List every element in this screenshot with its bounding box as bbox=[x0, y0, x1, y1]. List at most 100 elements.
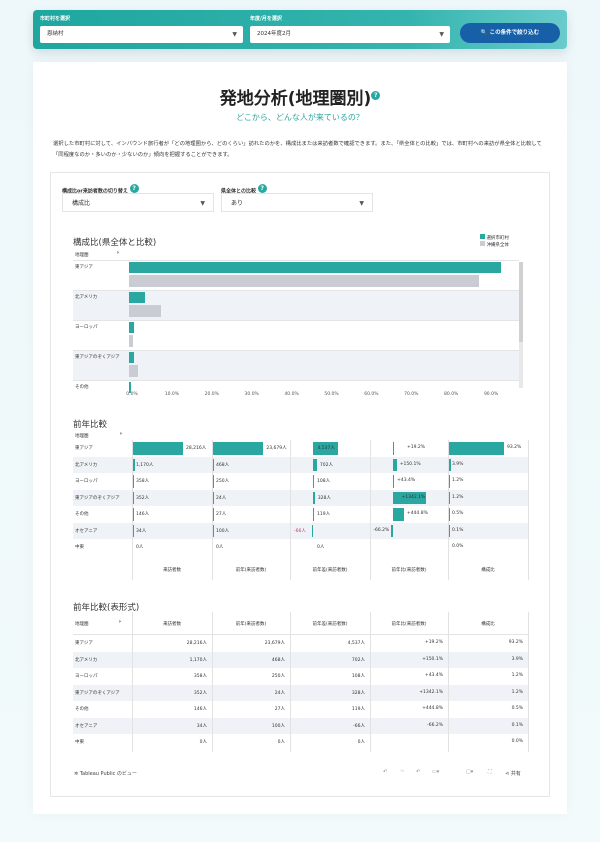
value-bar[interactable] bbox=[313, 442, 338, 455]
value-label: 1,170人 bbox=[136, 462, 154, 468]
table-cell: 146人 bbox=[193, 707, 207, 712]
bar-municipality[interactable] bbox=[129, 352, 134, 363]
table-cell: 0人 bbox=[199, 740, 207, 745]
legend-label: 選択市町村 bbox=[486, 236, 509, 241]
bar-prefecture[interactable] bbox=[129, 335, 133, 347]
table-row bbox=[73, 684, 528, 701]
column-divider bbox=[290, 440, 291, 580]
region-label: 東アジア bbox=[75, 641, 93, 646]
table-cell: 0人 bbox=[357, 740, 365, 745]
column-divider bbox=[212, 440, 213, 580]
undo-icon[interactable]: ↶ bbox=[383, 769, 388, 775]
value-bar[interactable] bbox=[449, 491, 450, 504]
value-bar[interactable] bbox=[393, 442, 394, 455]
compare-value: あり bbox=[231, 200, 244, 207]
period-select[interactable]: 2024年度2月 ▼ bbox=[250, 26, 450, 43]
table-cell: +150.1% bbox=[422, 656, 443, 662]
sort-icon[interactable]: ⊧ bbox=[117, 251, 120, 256]
value-bar[interactable] bbox=[449, 442, 504, 455]
value-bar[interactable] bbox=[133, 475, 134, 488]
row-header: 地理圏 bbox=[75, 622, 89, 627]
sort-icon[interactable]: ⊧ bbox=[119, 620, 122, 625]
fullscreen-icon[interactable]: ⛶ bbox=[488, 769, 492, 775]
value-bar[interactable] bbox=[313, 508, 314, 521]
value-bar[interactable] bbox=[393, 508, 404, 521]
value-label: 100人 bbox=[216, 528, 230, 534]
value-bar[interactable] bbox=[213, 442, 264, 455]
value-bar[interactable] bbox=[133, 508, 134, 521]
value-label: 93.2% bbox=[507, 445, 522, 450]
bar-municipality[interactable] bbox=[129, 322, 134, 333]
value-bar[interactable] bbox=[313, 458, 317, 471]
bar-prefecture[interactable] bbox=[129, 365, 138, 377]
help-icon[interactable]: ? bbox=[371, 91, 381, 101]
apply-filter-button[interactable]: 🔍 この条件で絞り込む bbox=[460, 23, 560, 43]
column-header: 前年(来訪者数) bbox=[235, 568, 267, 573]
value-bar[interactable] bbox=[449, 475, 450, 488]
comment-icon[interactable]: ▢▾ bbox=[466, 769, 474, 775]
region-label: 中東 bbox=[75, 740, 84, 745]
municipality-label: 市町村を選択 bbox=[40, 16, 71, 22]
category-label: 東アジア bbox=[75, 265, 93, 270]
value-label: 468人 bbox=[216, 462, 230, 468]
value-bar[interactable] bbox=[213, 524, 214, 537]
x-tick-label: 50.0% bbox=[324, 392, 339, 397]
bar-prefecture[interactable] bbox=[129, 275, 479, 287]
table-cell: +19.2% bbox=[424, 640, 443, 645]
value-bar[interactable] bbox=[393, 491, 426, 504]
bar-municipality[interactable] bbox=[129, 262, 501, 273]
table-cell: 28,216人 bbox=[186, 641, 207, 646]
table-cell: 23,679人 bbox=[264, 641, 285, 646]
chart-scrollbar[interactable] bbox=[519, 262, 523, 388]
value-bar[interactable] bbox=[393, 458, 397, 471]
value-bar[interactable] bbox=[393, 475, 395, 488]
column-header: 前年差(来訪者数) bbox=[312, 568, 348, 573]
table-cell: 468人 bbox=[271, 657, 285, 663]
region-label: 東アジア bbox=[75, 446, 93, 451]
value-bar[interactable] bbox=[313, 475, 314, 488]
table-cell: 0.0% bbox=[511, 739, 523, 744]
toggle-select[interactable]: 構成比 ▼ bbox=[62, 193, 214, 212]
value-bar[interactable] bbox=[213, 458, 214, 471]
value-bar[interactable] bbox=[449, 524, 450, 537]
value-bar[interactable] bbox=[133, 524, 134, 537]
help-icon[interactable]: ? bbox=[257, 184, 267, 193]
value-bar[interactable] bbox=[133, 458, 136, 471]
help-icon[interactable]: ? bbox=[129, 184, 139, 193]
value-bar[interactable] bbox=[449, 508, 450, 521]
category-label: その他 bbox=[75, 385, 89, 390]
redo-icon[interactable]: ↷ bbox=[400, 769, 405, 775]
x-tick-label: 0.0% bbox=[126, 392, 138, 397]
bar-municipality[interactable] bbox=[129, 382, 131, 393]
refresh-icon[interactable]: ▭▾ bbox=[432, 769, 440, 775]
value-bar[interactable] bbox=[213, 508, 214, 521]
table-cell: 27人 bbox=[274, 707, 285, 712]
compare-select[interactable]: あり ▼ bbox=[221, 193, 373, 212]
municipality-select[interactable]: 恩納村 ▼ bbox=[40, 26, 243, 43]
value-bar[interactable] bbox=[133, 491, 134, 504]
value-bar[interactable] bbox=[213, 491, 214, 504]
value-bar[interactable] bbox=[449, 458, 452, 471]
region-label: 北アメリカ bbox=[75, 657, 98, 663]
compare-label: 県全体との比較 ? bbox=[221, 184, 267, 195]
value-bar[interactable] bbox=[133, 442, 183, 455]
scrollbar-thumb[interactable] bbox=[519, 262, 523, 342]
revert-icon[interactable]: ↶ bbox=[416, 769, 421, 775]
column-header: 構成比 bbox=[481, 622, 495, 627]
sort-icon[interactable]: ⊧ bbox=[120, 432, 123, 437]
value-label: +43.4% bbox=[397, 478, 416, 483]
value-label: +1342.1% bbox=[401, 494, 426, 500]
bar-municipality[interactable] bbox=[129, 292, 145, 303]
share-button[interactable]: ⋖ 共有 bbox=[505, 771, 521, 777]
value-bar[interactable] bbox=[313, 491, 315, 504]
value-bar[interactable] bbox=[213, 475, 214, 488]
region-label: 東アジアのぞくアジア bbox=[75, 690, 120, 696]
value-bar[interactable] bbox=[391, 524, 393, 537]
value-bar[interactable] bbox=[312, 524, 313, 537]
tableau-public-link[interactable]: ✲ Tableau Public のビュー bbox=[74, 771, 137, 777]
table-cell: 0.1% bbox=[511, 722, 523, 728]
bar-prefecture[interactable] bbox=[129, 305, 161, 317]
dashboard-panel bbox=[50, 172, 550, 797]
value-label: 4,537人 bbox=[317, 446, 335, 451]
table-cell: 3.9% bbox=[511, 656, 523, 662]
